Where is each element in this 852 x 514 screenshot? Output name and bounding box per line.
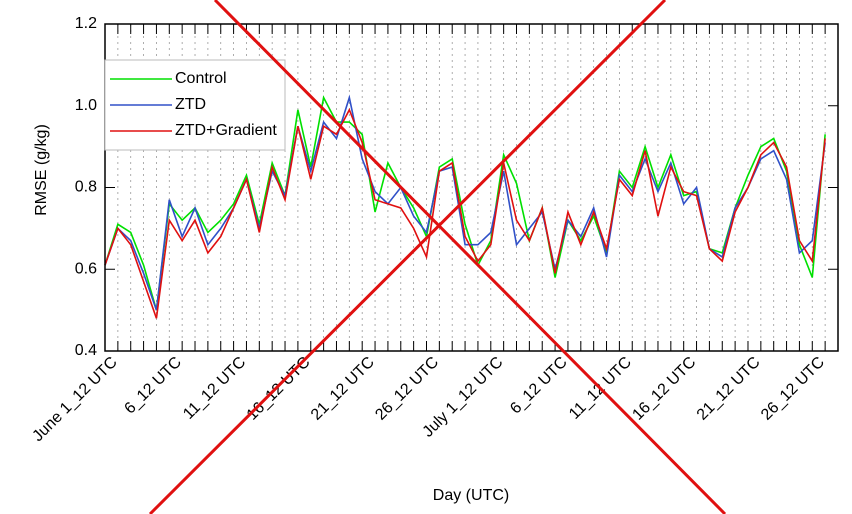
x-tick-label: 16_12 UTC xyxy=(629,354,699,424)
x-tick-label: 6_12 UTC xyxy=(121,354,185,418)
x-tick-label: 6_12 UTC xyxy=(507,354,571,418)
cross-line xyxy=(148,0,667,514)
cross-line xyxy=(213,0,727,514)
y-axis-label: RMSE (g/kg) xyxy=(33,124,50,216)
x-tick-label: 21_12 UTC xyxy=(308,354,378,424)
x-tick-label: 21_12 UTC xyxy=(694,354,764,424)
line-series xyxy=(104,107,826,319)
y-tick-label: 0.8 xyxy=(75,179,97,196)
x-tick-label: 26_12 UTC xyxy=(372,354,442,424)
x-tick-label: June 1_12 UTC xyxy=(29,354,120,445)
x-axis-label: Day (UTC) xyxy=(433,487,509,504)
legend-label: ZTD+Gradient xyxy=(175,122,277,139)
legend-label: ZTD xyxy=(175,96,206,113)
y-tick-label: 1.0 xyxy=(75,97,97,114)
x-tick-label: 11_12 UTC xyxy=(180,354,249,423)
x-tick-label: 16_12 UTC xyxy=(244,354,314,424)
legend-label: Control xyxy=(175,70,227,87)
y-tick-label: 1.2 xyxy=(75,15,97,32)
plot-frame xyxy=(104,23,839,352)
y-tick-label: 0.6 xyxy=(75,260,97,277)
y-tick-label: 0.4 xyxy=(75,342,97,359)
x-tick-label: 26_12 UTC xyxy=(758,354,828,424)
